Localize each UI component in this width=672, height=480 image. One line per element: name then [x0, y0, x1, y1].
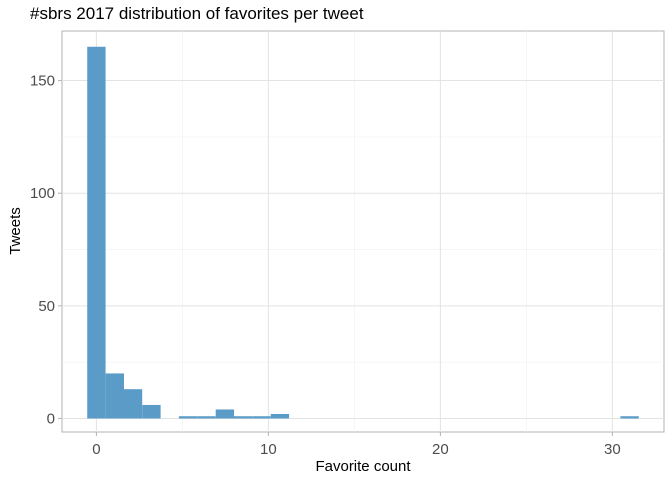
histogram-bar: [105, 373, 124, 419]
major-gridlines: [62, 31, 664, 432]
histogram-bar: [178, 416, 198, 419]
x-tick-label: 30: [604, 441, 621, 458]
histogram-bar: [87, 46, 106, 419]
histogram-bar: [142, 404, 161, 419]
y-axis-ticks: 0 50 100 150: [30, 73, 62, 427]
y-tick-label: 150: [30, 73, 55, 90]
x-axis-ticks: 0 10 20 30: [92, 432, 621, 458]
x-axis-label: Favorite count: [315, 458, 411, 475]
histogram-bar: [215, 409, 235, 419]
minor-gridlines: [62, 31, 664, 432]
plot-panel: [61, 30, 665, 433]
chart-title: #sbrs 2017 distribution of favorites per…: [30, 4, 364, 23]
y-tick-label: 50: [38, 298, 55, 315]
x-tick-label: 0: [92, 441, 100, 458]
histogram-bar: [197, 416, 216, 419]
y-tick-label: 0: [47, 410, 55, 427]
histogram-bar: [233, 416, 253, 419]
y-axis-label: Tweets: [7, 207, 24, 255]
x-tick-label: 10: [260, 441, 277, 458]
histogram-bars: [87, 46, 639, 419]
y-tick-label: 100: [30, 185, 55, 202]
x-tick-label: 20: [432, 441, 449, 458]
histogram-bar: [252, 416, 271, 419]
histogram-bar: [620, 416, 639, 419]
histogram-bar: [123, 389, 143, 419]
histogram-bar: [270, 413, 290, 419]
